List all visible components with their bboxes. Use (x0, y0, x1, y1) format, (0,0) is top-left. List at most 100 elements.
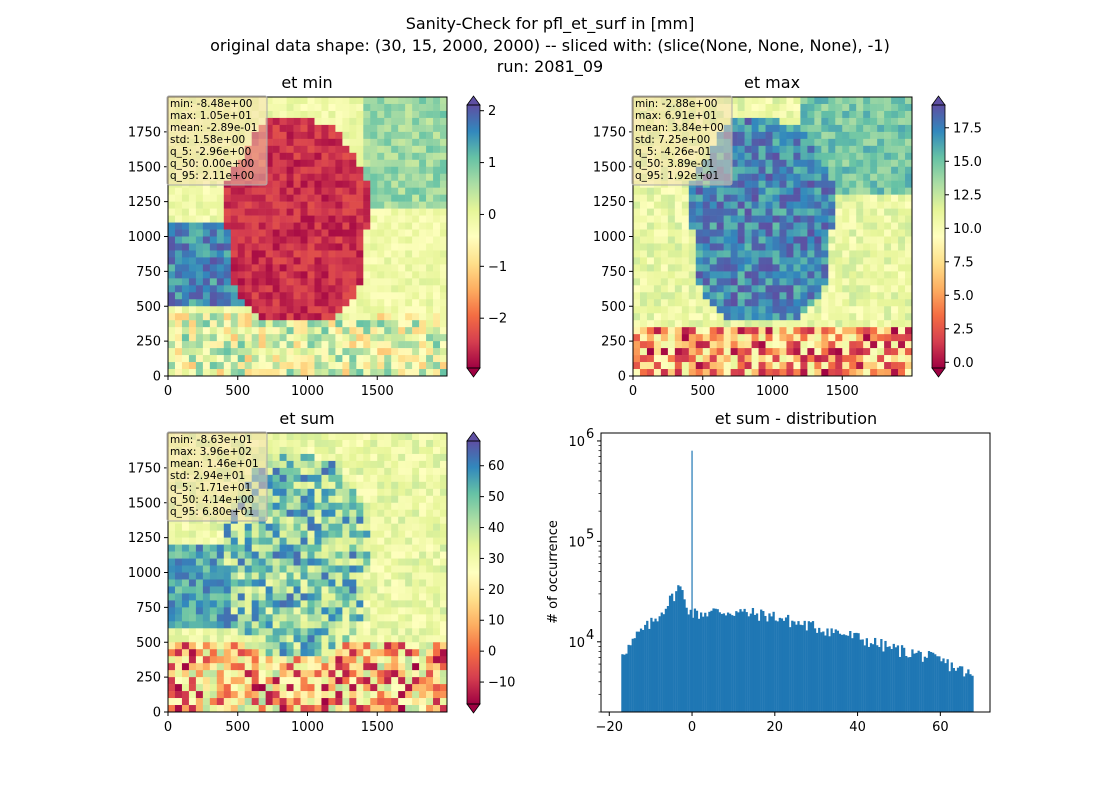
heatmap-cell (195, 327, 204, 335)
heatmap-cell (195, 593, 204, 601)
heatmap-cell (349, 502, 357, 511)
heatmap-cell (237, 369, 246, 377)
heatmap-cell (842, 208, 850, 216)
heatmap-cell (293, 250, 301, 258)
heatmap-cell (342, 495, 350, 504)
heatmap-cell (202, 691, 211, 699)
heatmap-cell (405, 145, 413, 154)
heatmap-cell (765, 341, 773, 349)
heatmap-cell (321, 537, 329, 545)
heatmap-cell (265, 558, 273, 566)
heatmap-cell (426, 677, 434, 685)
heatmap-cell (884, 271, 892, 279)
heatmap-cell (300, 467, 308, 476)
heatmap-cell (202, 642, 211, 650)
heatmap-cell (251, 649, 259, 657)
heatmap-cell (307, 600, 315, 608)
y-tick-label: 500 (136, 636, 161, 651)
heatmap-cell (251, 551, 259, 559)
heatmap-cell (433, 621, 441, 629)
heatmap-cell (849, 334, 857, 342)
heatmap-cell (674, 334, 683, 342)
heatmap-cell (216, 558, 225, 566)
heatmap-cell (279, 558, 287, 566)
heatmap-cell (856, 124, 864, 133)
heatmap-cell (440, 593, 448, 601)
heatmap-cell (426, 327, 434, 335)
heatmap-cell (730, 285, 738, 293)
heatmap-cell (433, 341, 441, 349)
heatmap-cell (863, 152, 871, 161)
heatmap-cell (426, 97, 434, 105)
heatmap-cell (814, 341, 822, 349)
heatmap-cell (209, 635, 218, 643)
heatmap-cell (863, 292, 871, 300)
heatmap-cell (363, 593, 371, 601)
heatmap-cell (412, 362, 420, 370)
heatmap-cell (230, 544, 239, 552)
heatmap-cell (870, 131, 878, 140)
heatmap-cell (716, 369, 724, 377)
heatmap-cell (877, 341, 885, 349)
heatmap-cell (265, 194, 273, 202)
heatmap-cell (870, 313, 878, 321)
heatmap-cell (349, 348, 357, 356)
heatmap-cell (168, 544, 176, 552)
heatmap-cell (433, 663, 441, 671)
heatmap-cell (314, 222, 322, 230)
heatmap-cell (209, 264, 218, 272)
heatmap-cell (272, 593, 280, 601)
heatmap-cell (765, 369, 773, 377)
heatmap-cell (639, 334, 648, 342)
heatmap-cell (405, 642, 413, 650)
heatmap-cell (293, 460, 301, 469)
heatmap-cell (174, 537, 183, 545)
heatmap-cell (800, 236, 808, 244)
heatmap-cell (426, 593, 434, 601)
heatmap-cell (391, 586, 399, 594)
heatmap-cell (835, 173, 843, 181)
heatmap-cell (884, 355, 892, 363)
heatmap-cell (751, 341, 759, 349)
heatmap-cell (363, 453, 371, 462)
heatmap-cell (272, 502, 280, 511)
heatmap-cell (258, 341, 266, 349)
heatmap-cell (849, 166, 857, 175)
heatmap-cell (279, 215, 287, 223)
heatmap-cell (335, 292, 343, 300)
heatmap-cell (884, 208, 892, 216)
heatmap-cell (168, 684, 176, 692)
heatmap-cell (737, 313, 745, 321)
heatmap-cell (709, 201, 717, 209)
heatmap-cell (384, 572, 392, 580)
heatmap-cell (251, 565, 259, 573)
heatmap-cell (328, 593, 336, 601)
heatmap-cell (349, 208, 357, 216)
heatmap-cell (202, 621, 211, 629)
heatmap-cell (202, 299, 211, 307)
heatmap-cell (223, 208, 232, 216)
heatmap-cell (342, 292, 350, 300)
heatmap-cell (370, 215, 378, 223)
heatmap-cell (646, 264, 655, 272)
heatmap-cell (398, 271, 406, 279)
heatmap-cell (216, 579, 225, 587)
heatmap-cell (328, 670, 336, 678)
heatmap-cell (321, 621, 329, 629)
heatmap-cell (209, 194, 218, 202)
heatmap-cell (856, 355, 864, 363)
heatmap-cell (174, 250, 183, 258)
heatmap-cell (314, 243, 322, 251)
heatmap-cell (265, 523, 273, 531)
heatmap-cell (265, 145, 273, 154)
heatmap-cell (370, 194, 378, 202)
heatmap-cell (307, 621, 315, 629)
heatmap-cell (419, 544, 427, 552)
heatmap-cell (181, 222, 190, 230)
heatmap-cell (244, 257, 252, 265)
heatmap-cell (223, 341, 232, 349)
heatmap-cell (356, 208, 364, 216)
heatmap-cell (863, 313, 871, 321)
heatmap-cell (230, 187, 239, 195)
